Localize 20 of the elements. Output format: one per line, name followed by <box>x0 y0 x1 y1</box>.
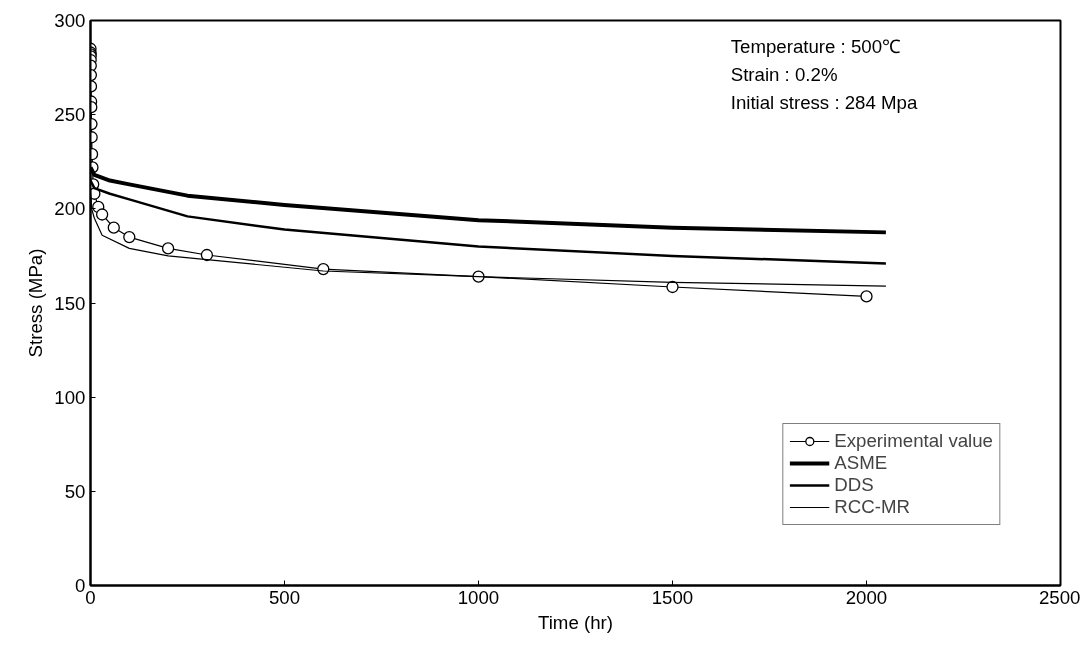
x-tick-label: 1500 <box>651 586 694 608</box>
x-tick-label: 2000 <box>845 586 888 608</box>
y-tick-label: 50 <box>64 480 86 502</box>
legend-label: ASME <box>834 452 888 474</box>
annotation: Strain : 0.2% <box>730 63 838 85</box>
x-tick-label: 1000 <box>457 586 500 608</box>
y-tick-label: 150 <box>54 292 86 314</box>
y-tick-label: 300 <box>54 10 86 31</box>
x-tick-label: 500 <box>268 586 301 608</box>
y-tick-label: 200 <box>54 198 86 220</box>
x-axis-title: Time (hr) <box>538 611 613 633</box>
legend-label: DDS <box>834 474 874 496</box>
annotation: Initial stress : 284 Mpa <box>730 92 918 114</box>
y-tick-label: 250 <box>54 104 86 126</box>
annotation: Temperature : 500℃ <box>730 35 902 57</box>
legend-label: RCC-MR <box>834 496 910 518</box>
x-tick-label: 2500 <box>1039 586 1081 608</box>
y-tick-label: 100 <box>54 386 86 408</box>
y-axis-title: Stress (MPa) <box>25 248 47 358</box>
legend-label: Experimental value <box>834 430 993 452</box>
